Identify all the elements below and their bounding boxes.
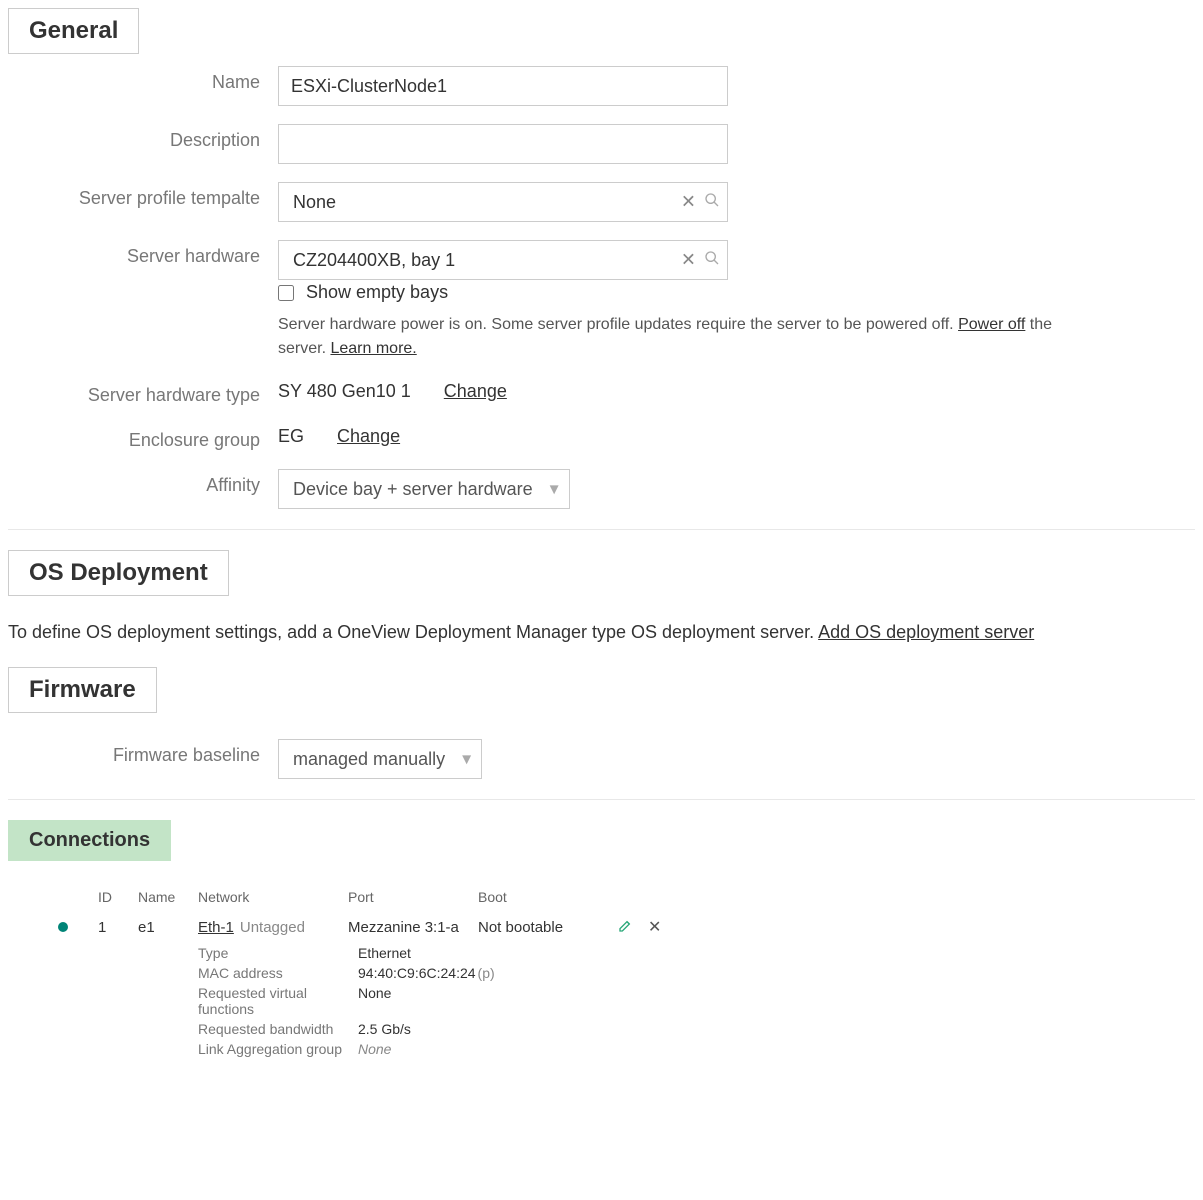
clear-icon[interactable]: ✕ — [681, 192, 696, 213]
label-server-hardware: Server hardware — [8, 240, 278, 267]
show-empty-bays-checkbox[interactable] — [278, 285, 294, 301]
cell-id: 1 — [98, 919, 138, 936]
mac-suffix: (p) — [478, 965, 495, 981]
search-icon[interactable] — [704, 250, 720, 270]
detail-label-lag: Link Aggregation group — [198, 1041, 358, 1057]
label-enclosure-group: Enclosure group — [8, 424, 278, 451]
firmware-baseline-select[interactable]: managed manually ▾ — [278, 739, 482, 779]
label-firmware-baseline: Firmware baseline — [8, 739, 278, 766]
name-input[interactable] — [278, 66, 728, 106]
chevron-down-icon: ▾ — [550, 479, 559, 500]
detail-label-type: Type — [198, 945, 358, 961]
label-affinity: Affinity — [8, 469, 278, 496]
section-header-general: General — [8, 8, 139, 54]
col-id: ID — [98, 889, 138, 905]
server-hardware-input[interactable] — [278, 240, 728, 280]
description-input[interactable] — [278, 124, 728, 164]
network-link[interactable]: Eth-1 — [198, 919, 234, 936]
change-hardware-type-link[interactable]: Change — [444, 381, 507, 401]
power-note: Server hardware power is on. Some server… — [278, 313, 1078, 361]
col-boot: Boot — [478, 889, 618, 905]
status-dot-icon — [58, 922, 68, 932]
detail-value-mac: 94:40:C9:6C:24:24 — [358, 965, 476, 981]
label-server-hardware-type: Server hardware type — [8, 379, 278, 406]
cell-boot: Not bootable — [478, 919, 618, 936]
connections-header: ID Name Network Port Boot — [58, 879, 1195, 917]
connection-details: Type Ethernet MAC address 94:40:C9:6C:24… — [198, 943, 1195, 1059]
search-icon[interactable] — [704, 192, 720, 212]
table-row: 1 e1 Eth-1 Untagged Mezzanine 3:1-a Not b… — [58, 917, 1195, 937]
section-header-os-deployment: OS Deployment — [8, 550, 229, 596]
cell-port: Mezzanine 3:1-a — [348, 919, 478, 936]
affinity-select[interactable]: Device bay + server hardware ▾ — [278, 469, 570, 509]
detail-label-mac: MAC address — [198, 965, 358, 981]
detail-label-bw: Requested bandwidth — [198, 1021, 358, 1037]
section-header-connections: Connections — [8, 820, 171, 861]
network-tag: Untagged — [240, 919, 305, 936]
show-empty-bays-label: Show empty bays — [306, 282, 448, 303]
edit-icon[interactable] — [618, 917, 634, 937]
chevron-down-icon: ▾ — [462, 749, 471, 770]
server-hardware-type-value: SY 480 Gen10 1 — [278, 381, 411, 401]
os-deployment-text: To define OS deployment settings, add a … — [8, 622, 1195, 643]
label-server-profile-template: Server profile tempalte — [8, 182, 278, 209]
add-os-deployment-link[interactable]: Add OS deployment server — [818, 622, 1034, 642]
enclosure-group-value: EG — [278, 426, 304, 446]
detail-label-rvf: Requested virtual functions — [198, 985, 358, 1017]
delete-icon[interactable]: ✕ — [648, 917, 661, 937]
detail-value-lag: None — [358, 1041, 1195, 1057]
label-name: Name — [8, 66, 278, 93]
label-description: Description — [8, 124, 278, 151]
clear-icon[interactable]: ✕ — [681, 250, 696, 271]
power-off-link[interactable]: Power off — [958, 316, 1025, 333]
learn-more-link[interactable]: Learn more. — [330, 340, 416, 357]
change-enclosure-link[interactable]: Change — [337, 426, 400, 446]
detail-value-rvf: None — [358, 985, 1195, 1017]
cell-name: e1 — [138, 919, 198, 936]
detail-value-type: Ethernet — [358, 945, 1195, 961]
section-header-firmware: Firmware — [8, 667, 157, 713]
col-port: Port — [348, 889, 478, 905]
detail-value-bw: 2.5 Gb/s — [358, 1021, 1195, 1037]
server-profile-template-input[interactable] — [278, 182, 728, 222]
col-network: Network — [198, 889, 348, 905]
col-name: Name — [138, 889, 198, 905]
